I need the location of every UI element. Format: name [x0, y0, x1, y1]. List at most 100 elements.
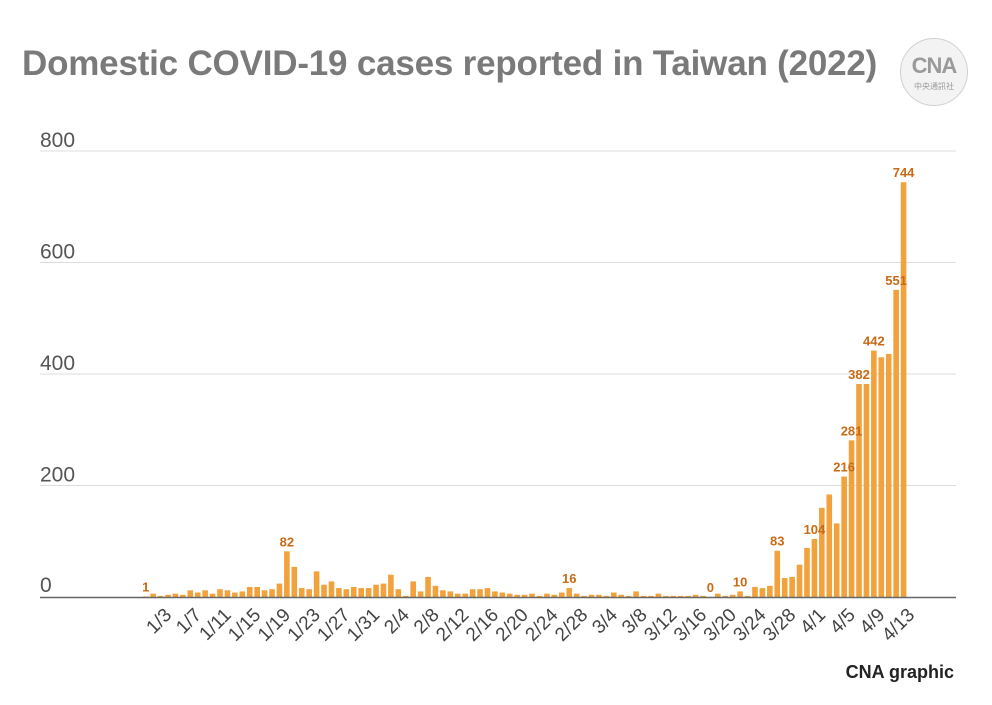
- data-label: 10: [733, 574, 747, 589]
- data-label: 104: [804, 522, 826, 537]
- bar-2-19: [506, 593, 513, 597]
- bar-3-12: [663, 595, 669, 597]
- bar-2-27: [566, 588, 573, 597]
- bar-2-18: [499, 592, 506, 597]
- x-tick-label: 2/28: [551, 605, 592, 646]
- bar-2-23: [536, 595, 543, 597]
- bar-1-5: [172, 593, 179, 597]
- bar-2-1: [373, 584, 379, 597]
- bar-1-11: [217, 589, 223, 597]
- bar-2-11: [447, 591, 454, 597]
- data-label: 281: [841, 423, 863, 438]
- bar-1-30: [358, 588, 364, 597]
- x-tick-label: 2/4: [380, 604, 414, 638]
- cna-logo: CNA 中央通訊社: [900, 38, 968, 106]
- bar-1-24: [313, 571, 320, 597]
- bar-1-29: [350, 586, 357, 597]
- bar-1-17: [261, 590, 268, 597]
- bar-2-25: [551, 594, 558, 597]
- bar-2-20: [514, 594, 521, 597]
- data-label: 1: [142, 579, 149, 594]
- bar-2-21: [521, 594, 528, 597]
- bar-4-10: [878, 357, 885, 597]
- bar-3-17: [700, 595, 706, 597]
- bar-3-4: [603, 595, 610, 597]
- x-tick-label: 4/5: [826, 605, 860, 639]
- data-label: 0: [707, 580, 714, 595]
- bar-1-4: [165, 594, 171, 597]
- bar-2-22: [529, 593, 535, 597]
- bar-1-16: [254, 586, 260, 597]
- bar-3-15: [685, 595, 691, 597]
- bar-1-8: [194, 592, 201, 597]
- bar-3-3: [596, 594, 602, 597]
- bar-4-13: [900, 182, 907, 597]
- bar-1-3: [157, 595, 164, 597]
- bar-3-13: [670, 595, 677, 597]
- bar-2-16: [484, 588, 491, 597]
- bar-2-8: [425, 576, 431, 597]
- bar-3-27: [774, 550, 781, 597]
- bar-4-8: [863, 384, 870, 597]
- source-credit: CNA graphic: [845, 662, 954, 682]
- data-label: 83: [770, 534, 784, 549]
- data-label: 216: [833, 460, 855, 475]
- bar-1-2: [150, 593, 156, 597]
- bar-3-5: [611, 592, 617, 597]
- bar-2-15: [477, 589, 483, 597]
- x-tick-label: 1/31: [343, 605, 384, 646]
- bar-3-30: [796, 564, 803, 597]
- logo-mark: CNA: [911, 53, 958, 78]
- data-label: 744: [893, 165, 915, 180]
- bar-1-20: [284, 551, 290, 597]
- x-tick-label: 3/4: [588, 604, 622, 638]
- bar-2-24: [544, 593, 550, 597]
- bar-1-25: [321, 584, 327, 597]
- data-label: 382: [848, 367, 870, 382]
- bar-1-15: [246, 586, 253, 597]
- bar-2-17: [492, 591, 498, 597]
- bar-1-28: [343, 589, 350, 597]
- bar-1-27: [336, 588, 342, 597]
- bar-3-16: [692, 594, 699, 597]
- y-tick-label: 200: [40, 464, 75, 487]
- bar-3-24: [752, 586, 758, 597]
- bar-4-12: [893, 289, 899, 597]
- bar-4-7: [856, 384, 862, 597]
- bar-1-12: [224, 590, 231, 597]
- data-label: 551: [885, 273, 907, 288]
- bar-4-1: [811, 539, 818, 597]
- bar-1-21: [291, 566, 298, 597]
- data-label: 16: [562, 571, 576, 586]
- x-tick-label: 4/1: [796, 605, 830, 639]
- bar-4-3: [826, 494, 833, 597]
- bar-2-2: [380, 583, 387, 597]
- bar-1-26: [328, 581, 335, 597]
- x-tick-label: 3/28: [759, 605, 800, 646]
- bar-3-31: [804, 547, 810, 597]
- bar-2-9: [432, 585, 439, 597]
- bar-1-7: [187, 590, 194, 597]
- bar-3-2: [588, 594, 595, 597]
- bar-4-2: [819, 507, 825, 597]
- bar-2-3: [388, 574, 394, 597]
- bar-2-12: [454, 593, 461, 597]
- bar-1-31: [365, 588, 372, 597]
- bar-2-4: [395, 589, 402, 597]
- data-label: 442: [863, 334, 885, 349]
- bar-2-14: [469, 589, 476, 597]
- bar-3-19: [715, 593, 721, 597]
- bar-3-21: [729, 594, 736, 597]
- bar-1-10: [209, 593, 216, 597]
- bar-3-10: [648, 595, 654, 597]
- logo-subtext: 中央通訊社: [914, 82, 954, 91]
- bar-1-19: [276, 583, 283, 597]
- bar-3-1: [581, 595, 587, 597]
- bar-2-6: [410, 581, 416, 597]
- x-tick-label: 1/3: [143, 605, 177, 639]
- bar-1-1: [142, 596, 149, 597]
- bar-1-14: [239, 591, 246, 597]
- bar-2-5: [402, 595, 409, 597]
- bar-4-11: [885, 353, 892, 597]
